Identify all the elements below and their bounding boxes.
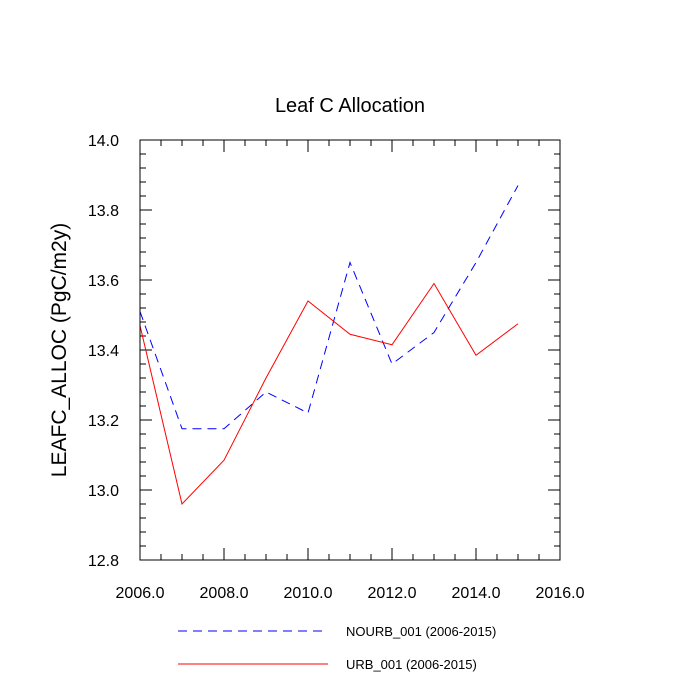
y-axis-label: LEAFC_ALLOC (PgC/m2y) — [48, 223, 71, 477]
legend-label: URB_001 (2006-2015) — [346, 657, 477, 672]
x-tick-label: 2016.0 — [536, 585, 585, 602]
axis-ticks — [139, 139, 561, 561]
x-tick-label: 2008.0 — [200, 585, 249, 602]
y-tick-label: 14.0 — [88, 133, 119, 150]
y-tick-label: 13.2 — [88, 413, 119, 430]
x-tick-label: 2006.0 — [116, 585, 165, 602]
y-tick-label: 13.8 — [88, 203, 119, 220]
x-tick-label: 2014.0 — [452, 585, 501, 602]
axis-tick-labels: 2006.0 2008.0 2010.0 2012.0 2014.0 2016.0 12.8… — [88, 133, 585, 602]
y-tick-label: 13.0 — [88, 483, 119, 500]
legend: NOURB_001 (2006-2015) URB_001 (2006-2015) — [178, 624, 496, 672]
series-line-nourb-001 — [139, 185, 519, 430]
series-lines — [139, 185, 519, 506]
x-tick-label: 2012.0 — [368, 585, 417, 602]
plot-frame — [139, 139, 561, 561]
y-tick-label: 13.4 — [88, 343, 119, 360]
series-line-urb-001 — [139, 282, 519, 506]
y-tick-label: 13.6 — [88, 273, 119, 290]
x-tick-label: 2010.0 — [284, 585, 333, 602]
chart-title: Leaf C Allocation — [275, 95, 425, 117]
y-tick-label: 12.8 — [88, 553, 119, 570]
legend-label: NOURB_001 (2006-2015) — [346, 624, 496, 639]
